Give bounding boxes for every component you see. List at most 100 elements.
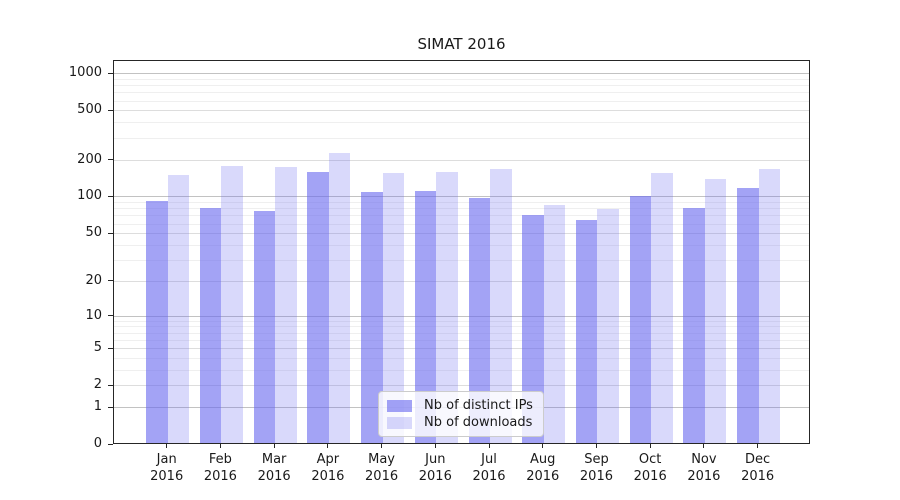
bar-distinct-ips bbox=[629, 195, 652, 443]
x-tick-mark bbox=[273, 444, 275, 448]
x-tick-label: Jun 2016 bbox=[403, 451, 467, 485]
y-tick-mark bbox=[108, 384, 113, 386]
y-tick-label: 50 bbox=[85, 225, 102, 241]
bar-downloads bbox=[490, 168, 512, 443]
y-tick-label: 1000 bbox=[68, 65, 102, 81]
bar-downloads bbox=[651, 173, 673, 443]
x-tick-label-line: Nov bbox=[691, 452, 717, 467]
x-tick-label: Oct 2016 bbox=[618, 451, 682, 485]
x-tick-label-line: 2016 bbox=[311, 469, 345, 484]
x-tick-label-line: Jan bbox=[156, 452, 177, 467]
x-tick-label: Mar 2016 bbox=[242, 451, 306, 485]
grid-line bbox=[114, 100, 809, 102]
x-tick-mark bbox=[542, 444, 544, 448]
bar-downloads bbox=[704, 178, 727, 443]
y-tick-mark bbox=[108, 159, 113, 160]
x-tick-label: Dec 2016 bbox=[726, 451, 790, 485]
x-tick-label-line: 2016 bbox=[579, 469, 613, 484]
bar-distinct-ips bbox=[307, 172, 329, 443]
bar-downloads bbox=[543, 205, 566, 443]
x-tick-mark bbox=[166, 444, 168, 448]
grid-line bbox=[114, 137, 809, 139]
x-tick-label: Apr 2016 bbox=[296, 451, 360, 485]
grid-line bbox=[114, 369, 809, 371]
y-tick-mark bbox=[108, 280, 113, 282]
x-tick-label: Jul 2016 bbox=[457, 451, 521, 485]
x-tick-label: May 2016 bbox=[350, 451, 414, 485]
bar-distinct-ips bbox=[253, 211, 276, 443]
legend-entry-downloads: Nb of downloads bbox=[387, 415, 535, 430]
legend: Nb of distinct IPs Nb of downloads bbox=[378, 391, 544, 437]
grid-line bbox=[114, 78, 809, 80]
bar-downloads bbox=[436, 171, 458, 443]
x-tick-mark bbox=[649, 444, 651, 448]
x-tick-label-line: 2016 bbox=[203, 469, 237, 484]
grid-line bbox=[114, 208, 809, 210]
grid-line bbox=[114, 73, 809, 75]
legend-label-distinct-ips: Nb of distinct IPs bbox=[424, 398, 533, 413]
x-tick-label-line: 2016 bbox=[257, 469, 291, 484]
x-tick-label: Aug 2016 bbox=[511, 451, 575, 485]
grid-line bbox=[114, 196, 809, 198]
legend-swatch-downloads bbox=[387, 416, 412, 429]
x-tick-mark bbox=[703, 444, 705, 448]
bar-distinct-ips bbox=[683, 208, 705, 443]
grid-line bbox=[114, 110, 809, 112]
x-tick-label-line: 2016 bbox=[526, 469, 560, 484]
chart-title: SIMAT 2016 bbox=[417, 35, 506, 53]
grid-line bbox=[114, 92, 809, 94]
y-tick-mark bbox=[108, 315, 113, 317]
x-tick-label: Jan 2016 bbox=[135, 451, 199, 485]
legend-label-downloads: Nb of downloads bbox=[424, 415, 533, 430]
legend-entry-distinct-ips: Nb of distinct IPs bbox=[387, 398, 535, 413]
bar-distinct-ips bbox=[414, 190, 437, 443]
grid-line bbox=[114, 326, 809, 328]
grid-line bbox=[114, 244, 809, 246]
x-tick-label-line: Aug bbox=[530, 452, 556, 467]
x-tick-label-line: Oct bbox=[638, 452, 662, 467]
y-tick-mark bbox=[108, 109, 113, 111]
grid-line bbox=[114, 332, 809, 334]
x-tick-label: Nov 2016 bbox=[672, 451, 736, 485]
x-tick-label-line: 2016 bbox=[472, 469, 506, 484]
y-tick-mark bbox=[108, 443, 113, 445]
grid-line bbox=[114, 259, 809, 261]
grid-line bbox=[114, 122, 809, 124]
bar-distinct-ips bbox=[146, 200, 168, 443]
bar-distinct-ips bbox=[361, 192, 383, 443]
legend-swatch-distinct-ips bbox=[387, 399, 412, 412]
grid-line bbox=[114, 315, 809, 317]
y-tick-label: 2 bbox=[93, 377, 102, 393]
bar-downloads bbox=[758, 169, 781, 443]
grid-line bbox=[114, 223, 809, 225]
y-tick-label: 500 bbox=[77, 102, 102, 118]
bar-downloads bbox=[597, 208, 619, 443]
x-tick-label-line: Dec bbox=[745, 452, 771, 467]
x-tick-label-line: 2016 bbox=[150, 469, 184, 484]
grid-line bbox=[114, 215, 809, 217]
bar-distinct-ips bbox=[468, 198, 491, 443]
bar-downloads bbox=[382, 173, 405, 443]
grid-line bbox=[114, 85, 809, 87]
x-tick-label: Feb 2016 bbox=[188, 451, 252, 485]
grid-line bbox=[114, 233, 809, 235]
y-tick-label: 0 bbox=[93, 436, 102, 452]
bar-downloads bbox=[167, 174, 190, 443]
y-tick-label: 1 bbox=[93, 399, 102, 415]
x-tick-label-line: May bbox=[368, 452, 396, 467]
x-tick-mark bbox=[488, 444, 490, 448]
x-tick-mark bbox=[434, 444, 436, 448]
y-tick-mark bbox=[108, 195, 113, 197]
grid-line bbox=[114, 320, 809, 322]
bar-distinct-ips bbox=[199, 208, 222, 443]
y-tick-label: 10 bbox=[85, 307, 102, 323]
y-tick-mark bbox=[108, 406, 113, 408]
x-tick-label-line: Jun bbox=[425, 452, 446, 467]
x-tick-label-line: Jul bbox=[481, 452, 497, 467]
x-tick-label-line: 2016 bbox=[365, 469, 399, 484]
y-tick-mark bbox=[108, 347, 113, 349]
bar-distinct-ips bbox=[737, 188, 759, 443]
grid-line bbox=[114, 357, 809, 359]
x-tick-label-line: Mar bbox=[261, 452, 287, 467]
